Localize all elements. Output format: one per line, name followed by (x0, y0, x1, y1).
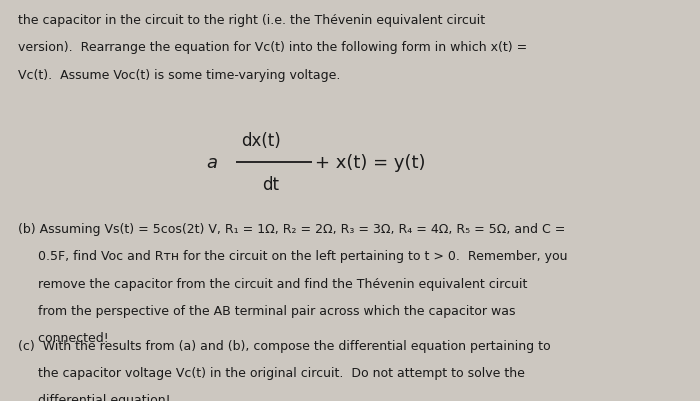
Text: + x(t) = y(t): + x(t) = y(t) (315, 154, 426, 171)
Text: dt: dt (262, 176, 279, 193)
Text: Vc(t).  Assume Voc(t) is some time-varying voltage.: Vc(t). Assume Voc(t) is some time-varyin… (18, 69, 340, 81)
Text: from the perspective of the AB terminal pair across which the capacitor was: from the perspective of the AB terminal … (18, 304, 515, 317)
Text: connected!: connected! (18, 332, 108, 344)
Text: a: a (206, 154, 218, 171)
Text: the capacitor in the circuit to the right (i.e. the Thévenin equivalent circuit: the capacitor in the circuit to the righ… (18, 14, 484, 27)
Text: (b) Assuming Vs(t) = 5cos(2t) V, R₁ = 1Ω, R₂ = 2Ω, R₃ = 3Ω, R₄ = 4Ω, R₅ = 5Ω, an: (b) Assuming Vs(t) = 5cos(2t) V, R₁ = 1Ω… (18, 223, 565, 235)
Text: remove the capacitor from the circuit and find the Thévenin equivalent circuit: remove the capacitor from the circuit an… (18, 277, 527, 290)
Text: the capacitor voltage Vc(t) in the original circuit.  Do not attempt to solve th: the capacitor voltage Vc(t) in the origi… (18, 366, 524, 379)
Text: version).  Rearrange the equation for Vc(t) into the following form in which x(t: version). Rearrange the equation for Vc(… (18, 41, 526, 54)
Text: differential equation!: differential equation! (18, 393, 170, 401)
Text: 0.5F, find Voc and Rᴛʜ for the circuit on the left pertaining to t > 0.  Remembe: 0.5F, find Voc and Rᴛʜ for the circuit o… (18, 250, 567, 263)
Text: (c)  With the results from (a) and (b), compose the differential equation pertai: (c) With the results from (a) and (b), c… (18, 339, 550, 352)
Text: dx(t): dx(t) (241, 132, 281, 149)
